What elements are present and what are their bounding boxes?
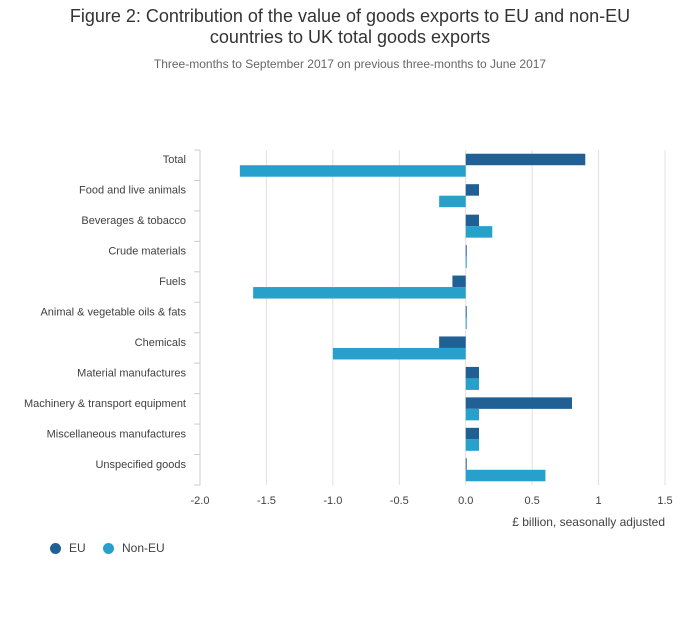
x-tick-label-3: -0.5 xyxy=(390,495,409,507)
bar-non-eu-2 xyxy=(465,226,493,238)
x-tick-label-4: 0.0 xyxy=(458,495,473,507)
bar-eu-7 xyxy=(465,366,479,379)
legend-swatch-eu xyxy=(50,542,61,554)
legend: EU Non-EU xyxy=(50,541,179,557)
bar-non-eu-6 xyxy=(332,347,466,360)
chart-title-line-2: countries to UK total goods exports xyxy=(209,27,491,47)
bar-non-eu-5 xyxy=(465,317,467,329)
category-label-7: Material manufactures xyxy=(77,367,186,379)
bar-eu-10 xyxy=(465,458,467,470)
category-label-1: Food and live animals xyxy=(79,185,187,197)
category-label-5: Animal & vegetable oils & fats xyxy=(40,307,186,319)
bar-eu-4 xyxy=(452,275,466,288)
x-tick-label-2: -1.0 xyxy=(323,495,342,507)
bar-eu-6 xyxy=(439,336,466,348)
bar-eu-9 xyxy=(465,427,479,440)
category-label-3: Crude materials xyxy=(108,246,186,258)
category-label-8: Machinery & transport equipment xyxy=(24,398,186,410)
category-label-9: Miscellaneous manufactures xyxy=(47,428,187,440)
chart-subtitle: Three-months to September 2017 on previo… xyxy=(153,57,547,71)
category-label-10: Unspecified goods xyxy=(95,459,186,471)
chart-title: Figure 2: Contribution of the value of g… xyxy=(0,6,700,48)
legend-item-eu[interactable]: EU xyxy=(50,541,86,555)
legend-swatch-non-eu xyxy=(103,542,115,554)
bar-non-eu-0 xyxy=(239,165,466,177)
category-label-6: Chemicals xyxy=(135,337,187,349)
bar-eu-3 xyxy=(465,245,467,257)
category-label-2: Beverages & tobacco xyxy=(81,215,186,227)
bar-non-eu-4 xyxy=(253,287,466,299)
x-tick-label-1: -1.5 xyxy=(257,495,276,507)
legend-label-non-eu: Non-EU xyxy=(122,541,165,555)
bar-eu-8 xyxy=(465,397,572,409)
legend-label-eu: EU xyxy=(69,541,86,555)
chart-title-line-1: Figure 2: Contribution of the value of g… xyxy=(69,6,631,26)
bar-eu-1 xyxy=(465,184,479,196)
category-label-4: Fuels xyxy=(159,276,186,288)
bar-non-eu-3 xyxy=(465,256,467,269)
x-tick-label-6: 1 xyxy=(596,495,602,507)
bar-non-eu-9 xyxy=(465,439,479,451)
legend-item-non-eu[interactable]: Non-EU xyxy=(103,541,165,555)
bar-non-eu-1 xyxy=(439,195,466,208)
bar-non-eu-10 xyxy=(465,469,546,482)
x-tick-label-7: 1.5 xyxy=(657,495,672,507)
x-tick-label-5: 0.5 xyxy=(524,495,539,507)
bar-eu-0 xyxy=(465,153,586,166)
x-axis-title: £ billion, seasonally adjusted xyxy=(512,515,665,529)
x-tick-label-0: -2.0 xyxy=(191,495,210,507)
category-label-0: Total xyxy=(163,154,186,166)
bar-eu-2 xyxy=(465,214,479,227)
bar-eu-5 xyxy=(465,306,467,318)
bar-non-eu-8 xyxy=(465,408,479,421)
bar-non-eu-7 xyxy=(465,378,479,390)
